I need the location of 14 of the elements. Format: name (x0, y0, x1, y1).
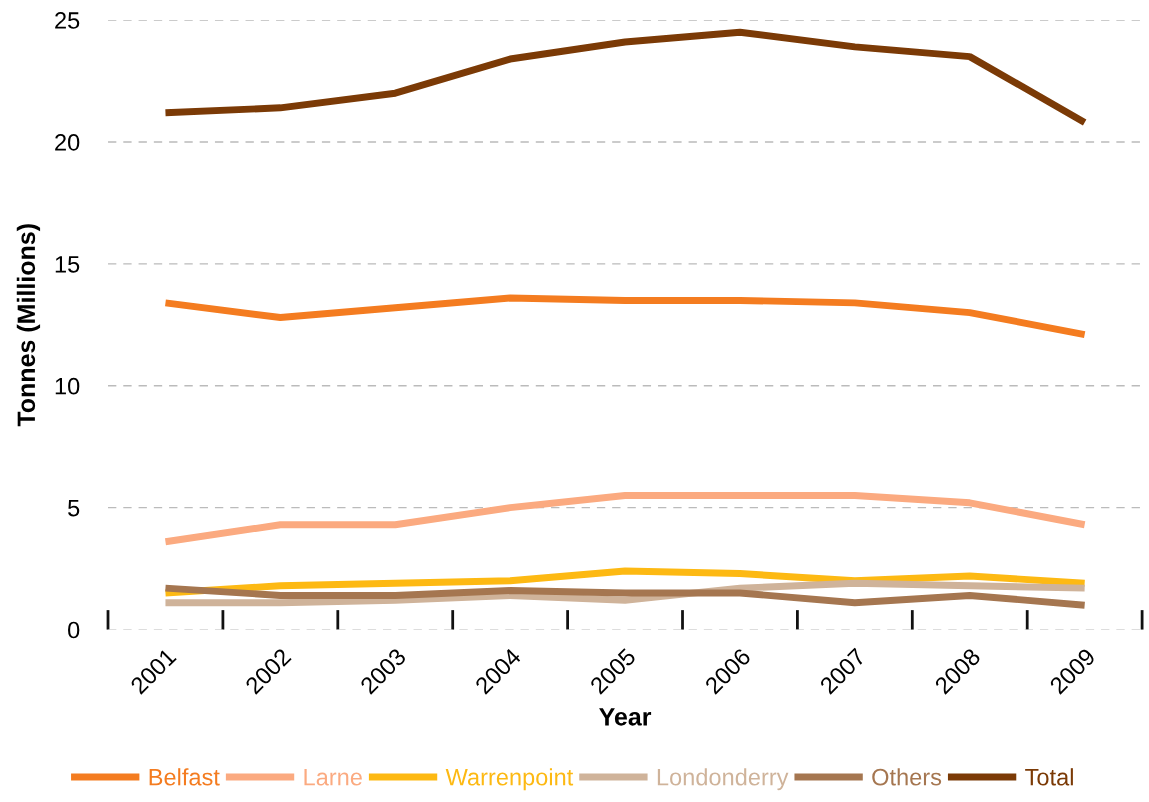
y-tick-label: 10 (55, 377, 80, 395)
x-axis-title: Year (599, 708, 652, 726)
legend-label: Larne (304, 769, 362, 786)
legend-label: Warrenpoint (445, 768, 574, 791)
y-tick-label: 0 (68, 621, 80, 639)
y-tick-label: 15 (55, 256, 80, 273)
legend-label: Londonderry (657, 768, 789, 791)
y-tick-label: 25 (55, 12, 80, 29)
legend-label: Belfast (149, 768, 220, 786)
y-axis-title: Tonnes (Millions) (16, 224, 41, 427)
y-tick-label: 20 (55, 134, 80, 151)
legend-label: Total (1025, 768, 1073, 786)
y-tick-label: 5 (68, 499, 80, 517)
legend-label: Others (872, 768, 942, 786)
